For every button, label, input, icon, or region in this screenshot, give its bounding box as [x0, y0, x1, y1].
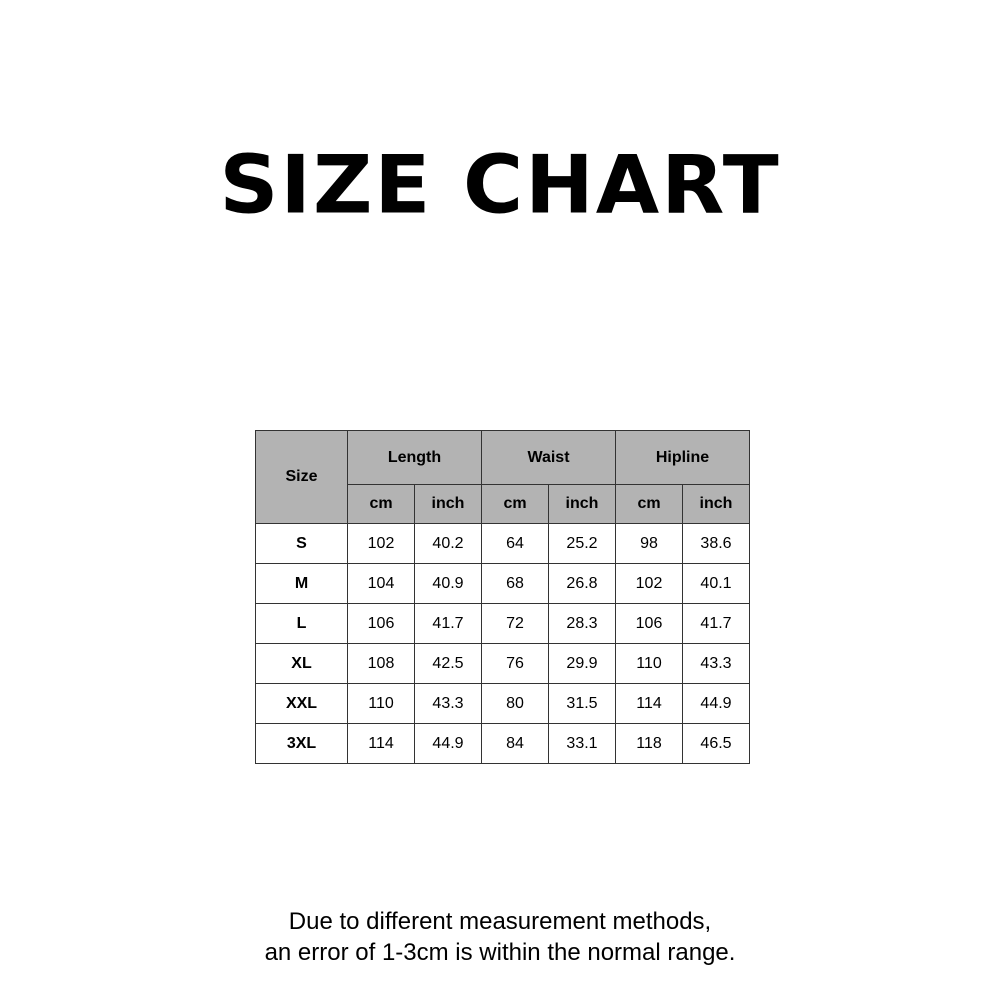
- value-cell: 110: [615, 643, 683, 684]
- value-cell: 114: [347, 723, 415, 764]
- page-title: SIZE CHART: [219, 138, 781, 233]
- value-cell: 102: [347, 523, 415, 564]
- measurement-note: Due to different measurement methods, an…: [0, 906, 1000, 968]
- value-cell: 104: [347, 563, 415, 604]
- value-cell: 46.5: [682, 723, 750, 764]
- unit-header: inch: [682, 484, 750, 524]
- table-row: XXL 110 43.3 80 31.5 114 44.9: [255, 683, 750, 724]
- value-cell: 44.9: [682, 683, 750, 724]
- value-cell: 28.3: [548, 603, 616, 644]
- table-row: 3XL 114 44.9 84 33.1 118 46.5: [255, 723, 750, 764]
- table-row: M 104 40.9 68 26.8 102 40.1: [255, 563, 750, 604]
- value-cell: 64: [481, 523, 549, 564]
- value-cell: 102: [615, 563, 683, 604]
- value-cell: 44.9: [414, 723, 482, 764]
- value-cell: 31.5: [548, 683, 616, 724]
- value-cell: 84: [481, 723, 549, 764]
- size-header: Size: [255, 430, 348, 524]
- value-cell: 40.1: [682, 563, 750, 604]
- value-cell: 68: [481, 563, 549, 604]
- value-cell: 25.2: [548, 523, 616, 564]
- unit-header: inch: [548, 484, 616, 524]
- value-cell: 118: [615, 723, 683, 764]
- size-cell: L: [255, 603, 348, 644]
- value-cell: 40.2: [414, 523, 482, 564]
- value-cell: 114: [615, 683, 683, 724]
- size-cell: M: [255, 563, 348, 604]
- value-cell: 106: [347, 603, 415, 644]
- value-cell: 43.3: [414, 683, 482, 724]
- size-cell: XXL: [255, 683, 348, 724]
- table-row: XL 108 42.5 76 29.9 110 43.3: [255, 643, 750, 684]
- size-table: Size Length Waist Hipline cm inch cm inch cm…: [255, 430, 750, 764]
- value-cell: 41.7: [414, 603, 482, 644]
- size-cell: S: [255, 523, 348, 564]
- note-line-2: an error of 1-3cm is within the normal r…: [264, 939, 736, 966]
- value-cell: 110: [347, 683, 415, 724]
- unit-header: cm: [615, 484, 683, 524]
- value-cell: 41.7: [682, 603, 750, 644]
- size-cell: 3XL: [255, 723, 348, 764]
- value-cell: 108: [347, 643, 415, 684]
- value-cell: 80: [481, 683, 549, 724]
- value-cell: 43.3: [682, 643, 750, 684]
- value-cell: 29.9: [548, 643, 616, 684]
- table-row: S 102 40.2 64 25.2 98 38.6: [255, 523, 750, 564]
- group-header-waist: Waist: [481, 430, 616, 485]
- value-cell: 42.5: [414, 643, 482, 684]
- value-cell: 106: [615, 603, 683, 644]
- unit-header: cm: [347, 484, 415, 524]
- group-header-hipline: Hipline: [615, 430, 750, 485]
- value-cell: 40.9: [414, 563, 482, 604]
- unit-header: inch: [414, 484, 482, 524]
- value-cell: 98: [615, 523, 683, 564]
- value-cell: 33.1: [548, 723, 616, 764]
- value-cell: 26.8: [548, 563, 616, 604]
- note-line-1: Due to different measurement methods,: [288, 908, 712, 935]
- size-cell: XL: [255, 643, 348, 684]
- table-row: L 106 41.7 72 28.3 106 41.7: [255, 603, 750, 644]
- group-header-length: Length: [347, 430, 482, 485]
- value-cell: 72: [481, 603, 549, 644]
- value-cell: 76: [481, 643, 549, 684]
- value-cell: 38.6: [682, 523, 750, 564]
- unit-header: cm: [481, 484, 549, 524]
